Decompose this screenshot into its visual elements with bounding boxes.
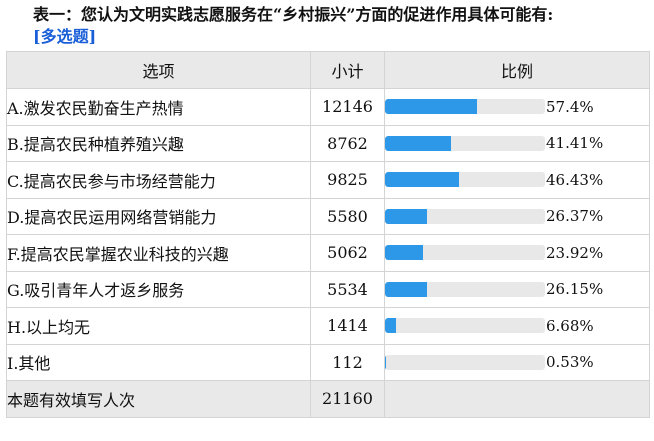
percent-label: 26.37% xyxy=(546,207,604,226)
option-count: 12146 xyxy=(310,88,385,126)
percent-bar-track xyxy=(385,208,545,224)
footer-count: 21160 xyxy=(310,380,385,418)
percent-label: 46.43% xyxy=(546,170,604,189)
option-count: 8762 xyxy=(310,124,385,162)
table-row: G.吸引青年人才返乡服务 5534 26.15% xyxy=(6,270,650,308)
footer-empty-cell xyxy=(384,380,650,418)
table-row: F.提高农民掌握农业科技的兴趣 5062 23.92% xyxy=(6,234,650,272)
option-label: I.其他 xyxy=(6,343,311,381)
percent-bar-fill xyxy=(385,354,386,370)
multi-select-tag: [多选题] xyxy=(33,27,97,46)
option-count: 112 xyxy=(310,343,385,381)
title-text: 表一：您认为文明实践志愿服务在“乡村振兴”方面的促进作用具体可能有: xyxy=(33,5,554,24)
option-label: B.提高农民种植养殖兴趣 xyxy=(6,124,311,162)
header-percent: 比例 xyxy=(384,51,650,89)
survey-result-table: 选项 小计 比例 A.激发农民勤奋生产热情 12146 57.4% B.提高农民… xyxy=(6,51,650,418)
percent-bar-track xyxy=(385,135,545,151)
percent-bar-fill xyxy=(385,135,452,151)
percent-label: 41.41% xyxy=(546,134,604,153)
table-row: H.以上均无 1414 6.68% xyxy=(6,307,650,345)
option-count: 5534 xyxy=(310,270,385,308)
percent-bar-track xyxy=(385,99,545,115)
footer-label: 本题有效填写人次 xyxy=(6,380,311,418)
option-label: F.提高农民掌握农业科技的兴趣 xyxy=(6,234,311,272)
footer-row: 本题有效填写人次 21160 xyxy=(6,380,650,418)
table-row: B.提高农民种植养殖兴趣 8762 41.41% xyxy=(6,124,650,162)
percent-bar-fill xyxy=(385,318,396,334)
option-label: H.以上均无 xyxy=(6,307,311,345)
table-row: A.激发农民勤奋生产热情 12146 57.4% xyxy=(6,88,650,126)
option-label: C.提高农民参与市场经营能力 xyxy=(6,161,311,199)
percent-bar-track xyxy=(385,172,545,188)
header-row: 选项 小计 比例 xyxy=(6,51,650,89)
option-label: A.激发农民勤奋生产热情 xyxy=(6,88,311,126)
percent-bar-fill xyxy=(385,245,424,261)
percent-bar-fill xyxy=(385,172,460,188)
table-row: C.提高农民参与市场经营能力 9825 46.43% xyxy=(6,161,650,199)
option-count: 5580 xyxy=(310,197,385,235)
table-row: I.其他 112 0.53% xyxy=(6,343,650,381)
percent-label: 0.53% xyxy=(546,353,594,372)
percent-bar-track xyxy=(385,245,545,261)
option-count: 9825 xyxy=(310,161,385,199)
table-title: 表一：您认为文明实践志愿服务在“乡村振兴”方面的促进作用具体可能有: [多选题] xyxy=(33,4,648,48)
percent-label: 57.4% xyxy=(546,97,594,116)
percent-label: 26.15% xyxy=(546,280,604,299)
option-label: G.吸引青年人才返乡服务 xyxy=(6,270,311,308)
percent-bar-fill xyxy=(385,281,427,297)
percent-label: 6.68% xyxy=(546,316,594,335)
option-label: D.提高农民运用网络营销能力 xyxy=(6,197,311,235)
percent-bar-fill xyxy=(385,208,428,224)
table-row: D.提高农民运用网络营销能力 5580 26.37% xyxy=(6,197,650,235)
percent-label: 23.92% xyxy=(546,243,604,262)
percent-bar-track xyxy=(385,318,545,334)
header-option: 选项 xyxy=(6,51,311,89)
option-count: 5062 xyxy=(310,234,385,272)
header-count: 小计 xyxy=(310,51,385,89)
option-count: 1414 xyxy=(310,307,385,345)
percent-bar-track xyxy=(385,281,545,297)
percent-bar-fill xyxy=(385,99,477,115)
percent-bar-track xyxy=(385,354,545,370)
